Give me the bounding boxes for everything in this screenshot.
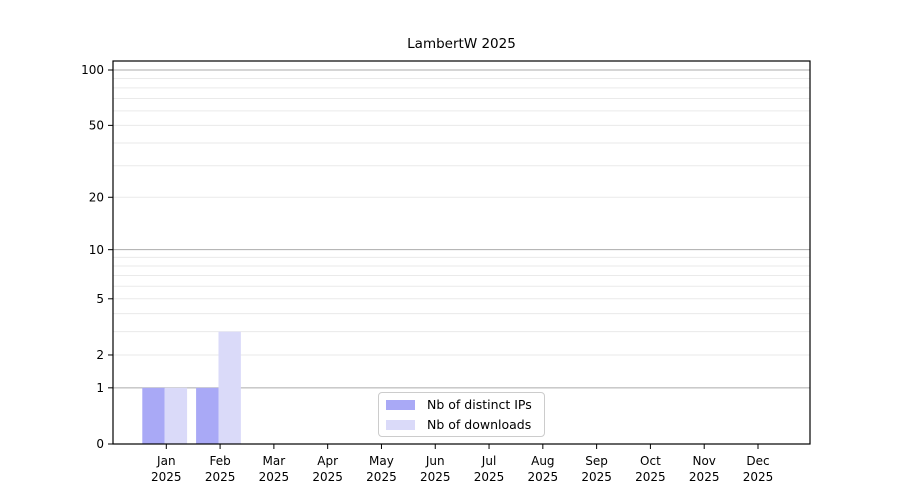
legend-label-downloads: Nb of downloads [427,417,532,432]
x-tick-label-year: 2025 [474,470,505,484]
legend-swatch-downloads-icon [386,419,415,430]
legend-swatch-distinct-ips-icon [386,399,415,410]
x-tick-label-year: 2025 [366,470,397,484]
x-tick-label-month: Jun [425,454,445,468]
bar-nb-of-downloads-feb [218,331,241,444]
x-tick-label-year: 2025 [151,470,182,484]
x-tick-label-month: Apr [317,454,338,468]
x-tick-label-month: Sep [585,454,608,468]
y-tick-label: 50 [89,119,104,133]
y-tick-label: 5 [96,292,104,306]
x-tick-label-year: 2025 [635,470,666,484]
x-tick-label-year: 2025 [205,470,236,484]
x-tick-label-year: 2025 [259,470,290,484]
x-tick-label-year: 2025 [312,470,343,484]
x-tick-label-month: Aug [531,454,554,468]
x-tick-label-month: Jul [481,454,496,468]
x-tick-label-year: 2025 [420,470,451,484]
bar-nb-of-distinct-ips-feb [196,387,219,444]
x-tick-label-month: Nov [692,454,715,468]
x-tick-label-year: 2025 [689,470,720,484]
x-tick-label-month: Oct [640,454,661,468]
bar-nb-of-downloads-jan [164,387,188,444]
y-tick-label: 100 [81,63,104,77]
y-tick-label: 2 [96,348,104,362]
plot-border [112,60,811,445]
legend-label-distinct-ips: Nb of distinct IPs [427,397,532,412]
x-tick-label-month: Mar [263,454,286,468]
y-tick-label: 10 [89,243,104,257]
x-tick-label-year: 2025 [528,470,559,484]
x-tick-label-month: Feb [209,454,230,468]
x-tick-label-month: May [369,454,394,468]
y-tick-label: 0 [96,437,104,451]
y-tick-label: 1 [96,381,104,395]
bar-nb-of-distinct-ips-jan [142,387,165,444]
x-tick-label-month: Dec [746,454,769,468]
x-tick-label-month: Jan [156,454,176,468]
legend-item-downloads: Nb of downloads [386,417,536,432]
chart-title: LambertW 2025 [407,36,516,52]
y-tick-label: 20 [89,190,104,204]
legend-item-distinct-ips: Nb of distinct IPs [386,397,536,412]
x-tick-label-year: 2025 [581,470,612,484]
legend: Nb of distinct IPs Nb of downloads [378,392,545,437]
x-tick-label-year: 2025 [743,470,774,484]
